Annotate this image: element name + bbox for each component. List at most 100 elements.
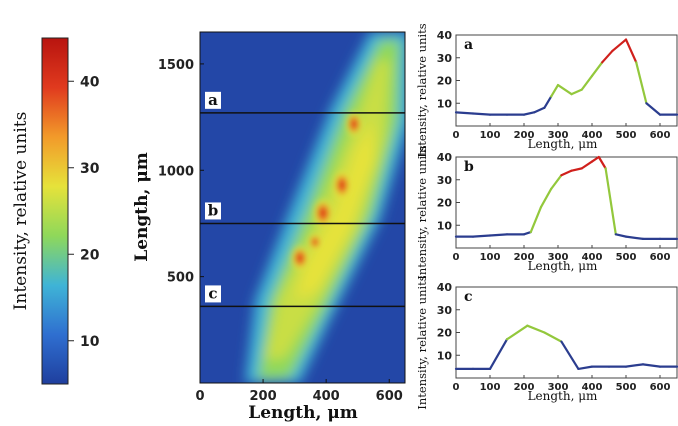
profile-panel-label: c [464,289,473,305]
profile-xtick-label: 0 [453,252,460,263]
colorbar-tick-label: 40 [80,74,100,90]
profile-line-segment [560,169,573,177]
profile-ytick-label: 30 [437,304,453,317]
profile-line-segment [604,167,617,236]
profile-line-segment [471,234,492,238]
profile-line-segment [526,324,546,334]
profile-line-segment [577,365,594,370]
profile-xtick-label: 400 [582,130,603,141]
profile-line-segment [543,331,563,343]
profile-ytick-label: 30 [437,174,453,187]
profile-panel-label: a [464,37,473,53]
profile-xtick-label: 100 [480,130,501,141]
profile-xtick-label: 400 [582,252,603,263]
profile-line-segment [590,155,600,163]
profile-line-segment [550,83,560,98]
profile-xtick-label: 0 [453,382,460,393]
profile-line-segment [471,112,492,116]
profile-line-segment [624,363,645,368]
profile-line-segment [522,230,532,236]
profile-xtick-label: 600 [650,130,671,141]
cross-section-label-a: a [208,91,218,109]
profile-line-segment [645,102,662,116]
profile-ytick-label: 40 [437,151,453,164]
profile-line-segment [543,95,553,109]
profile-ytick-label: 20 [437,327,453,340]
colorbar-gradient [41,37,69,385]
profile-line-segment [580,160,594,170]
profile-xtick-label: 200 [514,252,535,263]
profile-line-segment [533,106,546,114]
profile-ytick-label: 10 [437,219,453,232]
cross-section-label-b: b [208,201,219,219]
profile-ytick-label: 40 [437,29,453,42]
heatmap-ytick-label: 1000 [158,164,194,179]
profile-line-segment [570,88,583,96]
profile-ylabel: Intensity, relative units [415,23,429,157]
profile-xlabel: Length, μm [528,389,598,403]
profile-line-segment [635,61,648,105]
profile-ylabel: Intensity, relative units [415,275,429,409]
cross-section-lines: a b c [200,91,405,308]
profile-line-segment [556,83,573,96]
profile-line-segment [560,340,580,370]
profile-ytick-label: 30 [437,52,453,65]
colorbar-ticks: 10 20 30 40 [68,74,100,350]
profile-line-segment [550,174,563,190]
profile-xtick-label: 600 [650,252,671,263]
profile-xtick-label: 200 [514,130,535,141]
profile-xtick-label: 500 [616,382,637,393]
heatmap-ytick-label: 500 [167,271,194,286]
heatmap-ylabel: Length, μm [132,152,152,262]
profile-xtick-label: 500 [616,130,637,141]
profile-xtick-label: 200 [514,382,535,393]
profile-line-segment [641,363,662,368]
profile-line-segment [624,235,645,240]
profile-line-segment [614,233,628,238]
cross-section-label-box [205,202,221,220]
profile-line-segment [580,74,594,91]
profile-line-segment [611,38,628,53]
colorbar-tick-label: 20 [80,247,100,263]
profile-xtick-label: 0 [453,130,460,141]
profile-line-segment [454,111,475,115]
profile-line-segment [570,167,583,172]
profile-ytick-label: 10 [437,349,453,362]
colorbar-label: Intensity, relative units [11,112,31,311]
colorbar-tick-label: 10 [80,334,100,350]
profile-xtick-label: 600 [650,382,671,393]
heatmap-xtick-label: 400 [313,389,340,404]
profile-line-segment [488,233,509,237]
profile-line-segment [488,338,509,370]
profile-line-segment [529,205,543,234]
profile-line-segment [590,61,604,78]
colorbar-tick-label: 30 [80,161,100,177]
profile-ytick-label: 10 [437,97,453,110]
profile-xlabel: Length, μm [528,259,598,273]
heatmap-xtick-label: 600 [376,389,403,404]
profile-plot-area [455,34,678,127]
profile-line-segment [505,324,529,341]
profile-ylabel: Intensity, relative units [415,145,429,279]
profile-panel-label: b [464,159,474,175]
profile-ytick-label: 20 [437,75,453,88]
profile-line-segment [601,49,614,64]
profile-line-segment [522,111,536,116]
heatmap-xlabel: Length, μm [248,403,358,423]
heatmap-xtick-label: 200 [250,389,277,404]
cross-section-label-c: c [208,284,217,302]
profile-xtick-label: 100 [480,252,501,263]
profile-xtick-label: 300 [548,252,569,263]
colorbar: 10 20 30 40 Intensity, relative units [11,37,100,385]
profile-xtick-label: 300 [548,382,569,393]
profile-xtick-label: 100 [480,382,501,393]
heatmap: a b c 0 200 400 600 500 1000 1500 Length, μm Len… [132,31,406,423]
profile-line-segment [624,38,638,64]
profile-xtick-label: 300 [548,130,569,141]
profile-ytick-label: 40 [437,281,453,294]
